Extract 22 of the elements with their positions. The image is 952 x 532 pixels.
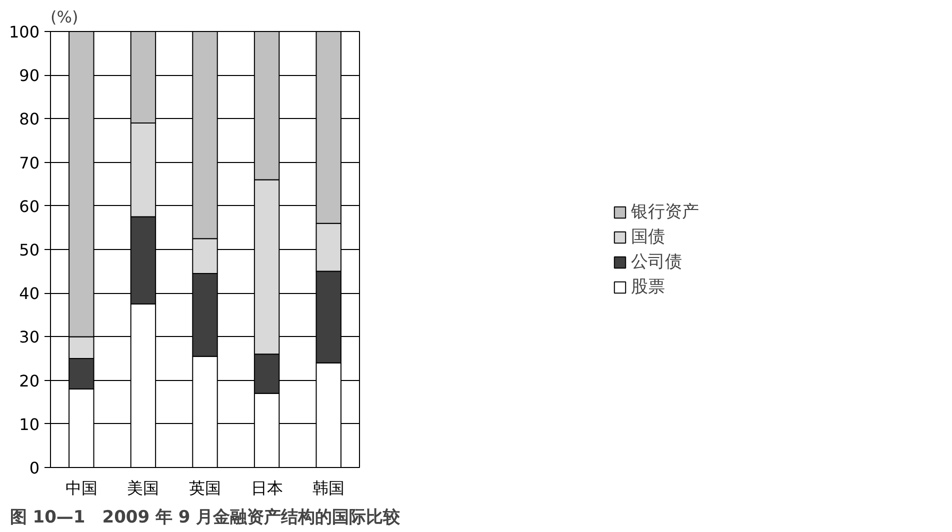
y-tick-label: 30 bbox=[19, 328, 40, 347]
x-tick-label: 英国 bbox=[189, 478, 221, 498]
x-tick-label: 韩国 bbox=[312, 478, 345, 498]
y-axis-title: (%) bbox=[50, 8, 78, 26]
legend-label: 公司债 bbox=[631, 251, 682, 273]
text: 图 10—1 2009 年 9 月金融资产结构的国际比较 bbox=[10, 508, 402, 528]
y-tick-label: 40 bbox=[19, 284, 40, 304]
y-tick-label: 10 bbox=[19, 414, 40, 434]
x-tick-label: 中国 bbox=[65, 478, 98, 498]
y-tick-label: 70 bbox=[19, 153, 40, 172]
x-tick-label: 美国 bbox=[127, 478, 160, 498]
y-tick-label: 100 bbox=[8, 22, 40, 42]
y-tick-label: 0 bbox=[29, 458, 40, 478]
y-tick-label: 50 bbox=[19, 240, 40, 260]
y-tick-label: 20 bbox=[19, 371, 40, 390]
x-tick-label: 日本 bbox=[250, 478, 283, 498]
y-tick-label: 80 bbox=[19, 110, 40, 129]
legend-label: 国债 bbox=[631, 226, 665, 248]
y-tick-label: 90 bbox=[19, 66, 40, 86]
y-tick-label: 60 bbox=[19, 196, 40, 216]
legend-label: 股票 bbox=[631, 276, 665, 298]
legend-label: 银行资产 bbox=[631, 201, 699, 223]
